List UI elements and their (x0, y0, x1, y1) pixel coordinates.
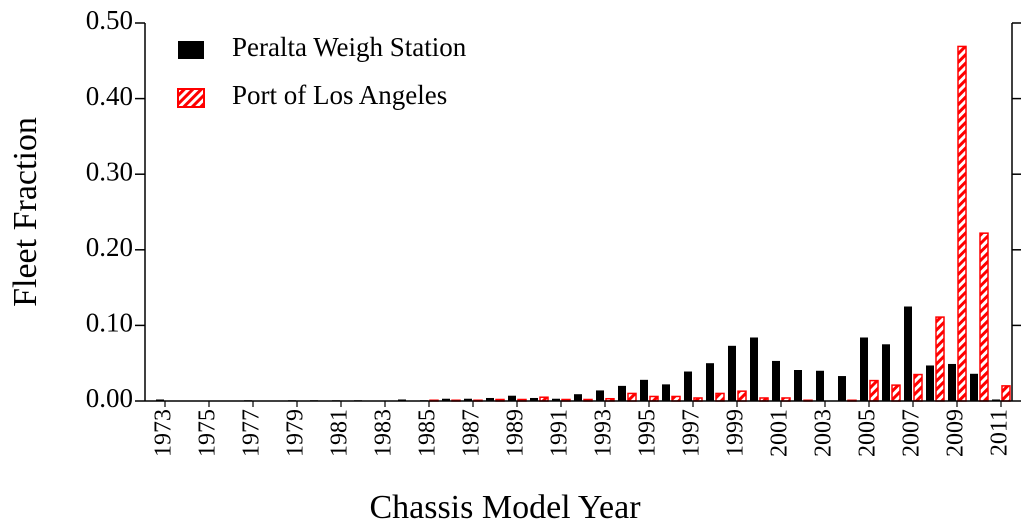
bar (706, 363, 714, 401)
bar (508, 395, 516, 401)
x-tick-label: 1987 (459, 409, 485, 457)
y-tick-label: 0.10 (86, 308, 133, 338)
bar (794, 370, 802, 401)
bar (772, 360, 780, 401)
bar (737, 390, 747, 402)
bar (728, 345, 736, 401)
x-tick-label: 2001 (767, 409, 793, 457)
bar (992, 399, 1000, 401)
bar (640, 379, 648, 401)
bar (948, 363, 956, 401)
bar (860, 337, 868, 401)
y-tick-label: 0.00 (86, 383, 133, 413)
y-tick-label: 0.20 (86, 232, 133, 262)
y-axis-title: Fleet Fraction (7, 117, 44, 307)
bar (156, 399, 164, 401)
bar (913, 373, 923, 402)
bar (926, 365, 934, 401)
bar (1001, 385, 1011, 402)
x-tick-label: 1995 (635, 409, 661, 457)
x-tick-label: 1973 (151, 409, 177, 457)
bar (627, 392, 637, 402)
bar (715, 392, 725, 402)
bar (398, 399, 406, 401)
bar (618, 385, 626, 401)
x-tick-label: 2011 (987, 409, 1013, 456)
legend-label: Peralta Weigh Station (232, 32, 467, 62)
bar (957, 45, 967, 402)
bar (552, 398, 560, 401)
bar (684, 371, 692, 401)
bar (970, 373, 978, 401)
bar (464, 398, 472, 401)
bar (838, 376, 846, 401)
bar (750, 337, 758, 401)
bar (662, 384, 670, 401)
x-tick-label: 1975 (195, 409, 221, 457)
bar (882, 344, 890, 401)
y-tick-label: 0.50 (86, 5, 133, 35)
bar (574, 394, 582, 401)
legend-swatch (177, 88, 205, 108)
x-tick-label: 1999 (723, 409, 749, 457)
x-tick-label: 1991 (547, 409, 573, 457)
x-tick-label: 1977 (239, 409, 265, 457)
x-tick-label: 2009 (943, 409, 969, 457)
y-tick-label: 0.30 (86, 156, 133, 186)
x-axis-title: Chassis Model Year (369, 489, 641, 526)
bar (979, 232, 989, 402)
x-tick-label: 2003 (811, 409, 837, 457)
x-tick-label: 1983 (371, 409, 397, 457)
bar (442, 398, 450, 401)
bar (891, 384, 901, 402)
bar (596, 390, 604, 401)
bar (530, 397, 538, 401)
x-tick-label: 1979 (283, 409, 309, 457)
bar (869, 379, 879, 402)
x-tick-label: 1985 (415, 409, 441, 457)
x-tick-label: 1993 (591, 409, 617, 457)
bar (935, 316, 945, 402)
bar (486, 397, 494, 401)
x-tick-label: 2007 (899, 409, 925, 457)
x-tick-label: 1997 (679, 409, 705, 457)
bar (904, 306, 912, 401)
legend-swatch (178, 41, 204, 59)
x-tick-label: 1981 (327, 409, 353, 457)
y-tick-label: 0.40 (86, 81, 133, 111)
x-tick-label: 2005 (855, 409, 881, 457)
legend-label: Port of Los Angeles (232, 80, 447, 110)
bar (816, 370, 824, 401)
x-tick-label: 1989 (503, 409, 529, 457)
